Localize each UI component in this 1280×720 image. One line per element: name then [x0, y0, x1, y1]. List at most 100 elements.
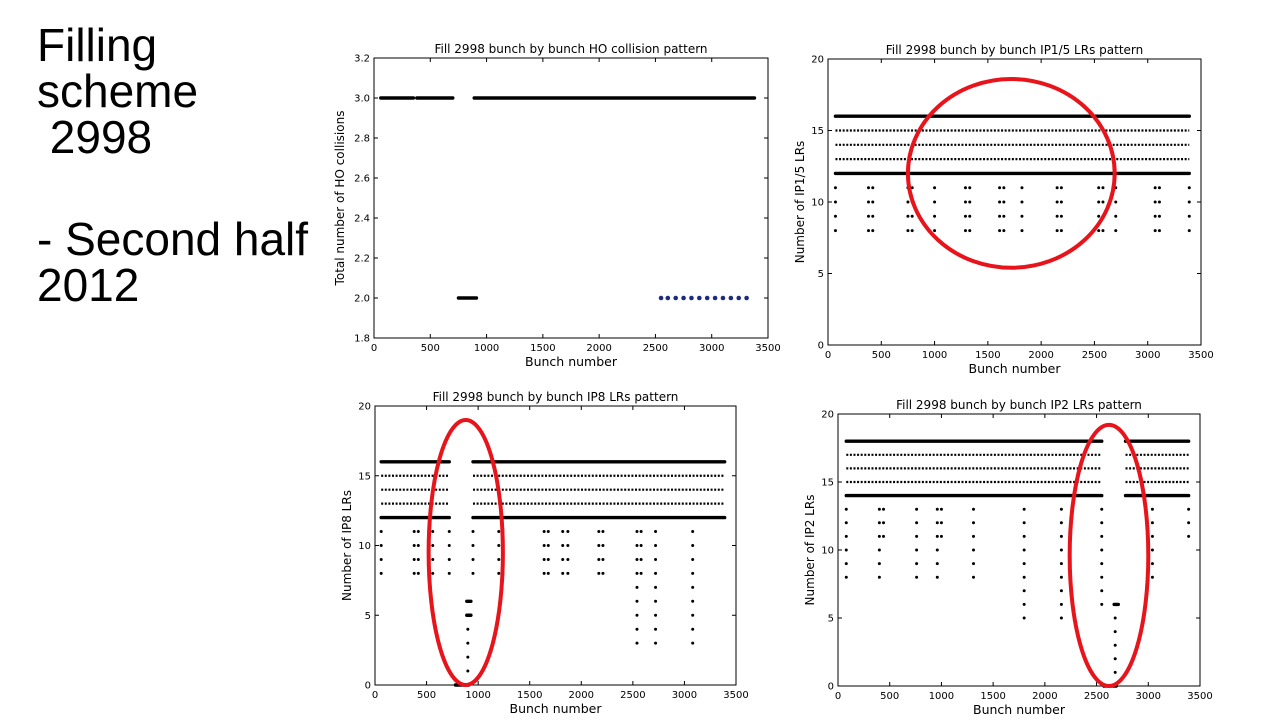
x-tick-label: 3500 [723, 690, 748, 701]
data-point-5-2 [416, 530, 420, 534]
data-point-7-9 [546, 557, 550, 561]
data-point-9-6 [1059, 562, 1063, 566]
data-point-10-5 [1022, 575, 1026, 579]
data-point-6-16 [654, 544, 658, 547]
data-point-6-8 [998, 200, 1002, 204]
data-point-5-8 [998, 186, 1002, 190]
data-point-8-1 [412, 571, 416, 575]
data-point-7-3 [915, 534, 919, 538]
y-tick-label: 3.0 [354, 94, 370, 105]
data-point-8-11 [1055, 229, 1059, 233]
data-point-5-9 [546, 530, 550, 534]
plot-frame [837, 413, 1201, 687]
data-point-7-14 [635, 557, 639, 561]
data-point-8-5 [933, 229, 937, 233]
data-point-6-8 [1059, 521, 1063, 525]
data-point-5-14 [635, 530, 639, 534]
x-tick-label: 3000 [1135, 350, 1160, 361]
data-point-6-11 [566, 544, 570, 547]
data-point-5-10 [1150, 507, 1154, 511]
data-point-8-10 [561, 571, 565, 575]
y-tick-label: 5 [818, 269, 824, 280]
data-point-8-2 [871, 229, 875, 233]
data-point-9-2 [915, 562, 919, 566]
data-point-7-3 [431, 557, 435, 561]
data-point-13-1 [654, 641, 658, 645]
y-tick-label: 15 [811, 126, 824, 137]
data-point-6-2 [416, 544, 420, 547]
data-point-7-4 [935, 534, 939, 538]
x-axis-label: Bunch number [510, 701, 603, 716]
chart-ip2-lrs: Fill 2998 bunch by bunch IP2 LRs pattern… [803, 398, 1213, 717]
data-point-11-2 [1100, 589, 1104, 593]
data-point-9-4 [971, 562, 975, 566]
data-point-8-12 [1059, 229, 1063, 233]
data-point-6-10 [1150, 521, 1154, 525]
data-point-8-9 [546, 571, 550, 575]
data-point-6-9 [1002, 200, 1006, 204]
chart-ip8-lrs: Fill 2998 bunch by bunch IP8 LRs pattern… [340, 390, 749, 716]
data-point-7-15 [1114, 214, 1118, 218]
data-point-13-0 [1022, 616, 1026, 620]
data-point-8-8 [542, 571, 546, 575]
data-point-7-0 [379, 557, 383, 561]
data-point-16-0 [466, 627, 470, 631]
data-point-5-10 [1020, 186, 1024, 190]
data-point-10-7 [1100, 575, 1104, 579]
data-point-5-0 [379, 530, 383, 534]
data-point-7-1 [412, 557, 416, 561]
highlight-ellipse-0 [426, 417, 505, 687]
x-tick-label: 2500 [643, 343, 668, 354]
data-point-5-7 [1022, 507, 1026, 511]
data-point-5-3 [431, 530, 435, 534]
data-point-6-13 [1097, 200, 1101, 204]
data-point-8-13 [601, 571, 605, 575]
x-tick-label: 1000 [474, 343, 499, 354]
data-point-8-6 [497, 571, 501, 575]
data-point-6-1 [412, 544, 416, 547]
y-tick-label: 3.2 [354, 54, 370, 65]
y-axis-label: Number of IP8 LRs [340, 490, 354, 601]
data-point-2-0 [658, 295, 664, 301]
data-point-8-5 [1022, 548, 1026, 552]
data-point-5-6 [963, 186, 967, 190]
data-point-10-8 [1150, 575, 1154, 579]
data-point-18-0 [1113, 657, 1117, 661]
data-point-8-16 [654, 571, 658, 575]
data-point-8-3 [906, 229, 910, 233]
data-point-2-8 [720, 295, 726, 301]
data-point-6-12 [597, 544, 601, 547]
x-tick-label: 500 [872, 350, 891, 361]
slide-title-line-1: Filling [37, 22, 158, 71]
x-tick-label: 1500 [530, 343, 555, 354]
y-tick-label: 2.0 [354, 294, 370, 305]
data-point-5-9 [1100, 507, 1104, 511]
data-point-17-0 [466, 641, 470, 645]
data-point-8-8 [1150, 548, 1154, 552]
data-point-10-1 [654, 599, 658, 603]
data-point-7-11 [1187, 534, 1191, 538]
x-tick-label: 2000 [569, 690, 594, 701]
y-tick-label: 2.6 [354, 174, 370, 185]
data-point-8-12 [597, 571, 601, 575]
y-tick-label: 2.8 [354, 134, 370, 145]
x-tick-label: 3000 [1136, 691, 1161, 702]
data-point-2-9 [728, 295, 734, 301]
x-tick-label: 1500 [980, 691, 1005, 702]
y-tick-label: 0 [365, 681, 371, 692]
data-point-16-0 [1113, 630, 1117, 634]
data-point-7-9 [1100, 534, 1104, 538]
y-tick-label: 20 [821, 410, 834, 421]
chart-title: Fill 2998 bunch by bunch IP1/5 LRs patte… [886, 43, 1144, 57]
data-point-7-4 [910, 214, 914, 218]
data-point-6-17 [691, 544, 695, 547]
data-point-7-12 [597, 557, 601, 561]
data-point-6-6 [963, 200, 967, 204]
data-point-8-6 [963, 229, 967, 233]
data-point-6-9 [1100, 521, 1104, 525]
y-tick-label: 2.4 [354, 214, 370, 225]
data-point-5-1 [412, 530, 416, 534]
data-point-6-5 [933, 200, 937, 204]
data-point-6-6 [971, 521, 975, 525]
data-point-19-0 [1113, 670, 1117, 674]
